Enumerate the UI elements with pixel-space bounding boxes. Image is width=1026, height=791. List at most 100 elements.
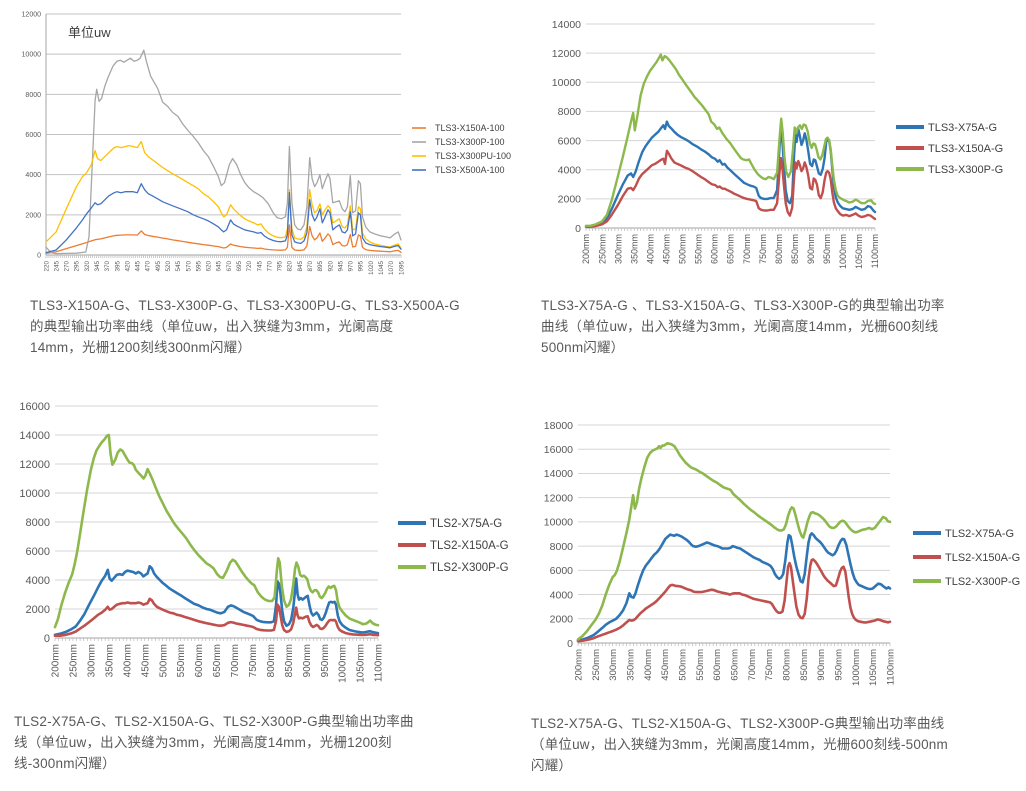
y-tick-label: 0 [44,633,50,645]
y-tick-label: 10000 [544,517,573,529]
y-tick-label: 18000 [544,420,573,432]
y-tick-label: 12000 [544,492,573,504]
series-line [584,149,877,229]
y-tick-label: 2000 [26,604,50,616]
x-tick-label: 600mm [710,234,720,264]
x-tick-label: 400mm [122,644,133,677]
legend-label: TLS2-X300P-G [945,576,1020,588]
series-line [576,441,892,641]
y-tick-label: 4000 [550,589,574,601]
x-tick-label: 1100mm [374,644,385,682]
legend-label: TLS3-X300P-G [928,164,1003,176]
x-tick-label: 550mm [176,644,187,677]
x-tick-label: 400mm [643,649,654,681]
x-tick-label: 420 [124,261,131,272]
legend-label: TLS3-X75A-G [928,122,997,134]
y-tick-label: 2000 [558,194,582,206]
x-tick-label: 1070 [388,261,395,276]
chart-caption: TLS3-X150A-G、TLS3-X300P-G、TLS3-X300PU-G、… [30,298,460,355]
series-line [576,532,892,642]
y-tick-label: 8000 [550,541,574,553]
x-tick-label: 970 [348,261,355,272]
y-tick-label: 8000 [25,92,41,99]
y-tick-label: 10000 [552,77,581,89]
x-tick-label: 1100mm [885,649,896,685]
x-tick-label: 945 [337,261,344,272]
legend-label: TLS3-X150A-100 [435,123,505,133]
legend-label: TLS2-X150A-G [945,552,1020,564]
y-tick-label: 16000 [544,444,573,456]
y-tick-label: 10000 [22,52,42,59]
legend-label: TLS2-X75A-G [430,518,502,530]
legend-label: TLS2-X75A-G [945,528,1014,540]
series-line [45,140,402,250]
y-tick-label: 6000 [26,546,50,558]
chart-caption: TLS2-X75A-G、TLS2-X150A-G、TLS2-X300P-G典型输… [531,716,948,773]
x-tick-label: 900mm [816,649,827,681]
y-tick-label: 14000 [19,430,50,442]
x-tick-label: 370 [104,261,111,272]
chart-caption: TLS2-X75A-G、TLS2-X150A-G、TLS2-X300P-G典型输… [14,714,414,771]
x-tick-label: 500mm [678,234,688,264]
x-tick-label: 270 [64,261,71,272]
x-tick-label: 470 [145,261,152,272]
x-tick-label: 750mm [764,649,775,681]
x-tick-label: 300mm [608,649,619,681]
x-tick-label: 995 [358,261,365,272]
x-tick-label: 1100mm [870,234,880,268]
series-line [584,53,877,228]
x-tick-label: 720 [246,261,253,272]
x-tick-label: 395 [114,261,121,272]
x-tick-label: 320 [84,261,91,272]
x-tick-label: 300mm [86,644,97,677]
x-tick-label: 850mm [799,649,810,681]
x-tick-label: 450mm [140,644,151,677]
y-tick-label: 4000 [558,164,582,176]
x-tick-label: 900mm [806,234,816,264]
x-tick-label: 500mm [677,649,688,681]
chart-caption: TLS3-X75A-G 、TLS3-X150A-G、TLS3-X300P-G的典… [541,298,945,355]
x-tick-label: 1000mm [851,649,862,686]
x-tick-label: 1045 [378,261,385,276]
x-tick-label: 695 [236,261,243,272]
x-tick-label: 950mm [833,649,844,681]
x-tick-label: 220 [43,261,50,272]
x-tick-label: 895 [317,261,324,272]
x-tick-label: 820 [287,261,294,272]
y-tick-label: 2000 [25,212,41,219]
series-line [45,49,402,255]
legend-label: TLS2-X300P-G [430,562,509,574]
y-tick-label: 8000 [26,517,50,529]
x-tick-label: 700mm [230,644,241,677]
x-tick-label: 870 [307,261,314,272]
series-line [53,564,380,637]
x-tick-label: 200mm [51,644,62,677]
x-tick-label: 250mm [69,644,80,677]
x-tick-label: 645 [216,261,223,272]
x-tick-label: 400mm [645,234,655,264]
y-tick-label: 10000 [19,488,50,500]
y-tick-label: 4000 [25,172,41,179]
x-tick-label: 200mm [573,649,584,681]
x-tick-label: 295 [74,261,81,272]
y-tick-label: 12000 [552,48,581,60]
x-tick-label: 570 [185,261,192,272]
y-tick-label: 0 [575,223,581,235]
x-tick-label: 950mm [320,644,331,677]
legend-label: TLS2-X150A-G [430,540,509,552]
x-tick-label: 500mm [158,644,169,677]
x-tick-label: 900mm [302,644,313,677]
x-tick-label: 750mm [758,234,768,264]
x-tick-label: 450mm [660,649,671,681]
line-chart-tls2-1200grating: 0 2000 4000 6000 8000 10000 12000 14000 16000 200… [19,401,509,683]
x-tick-label: 1000mm [838,234,848,269]
unit-annotation: 单位uw [68,25,111,40]
legend-label: TLS3-X300PU-100 [435,151,511,161]
x-tick-label: 950mm [822,234,832,264]
x-tick-label: 1050mm [854,234,864,269]
x-tick-label: 550mm [694,234,704,264]
x-tick-label: 245 [53,261,60,272]
x-tick-label: 800mm [774,234,784,264]
